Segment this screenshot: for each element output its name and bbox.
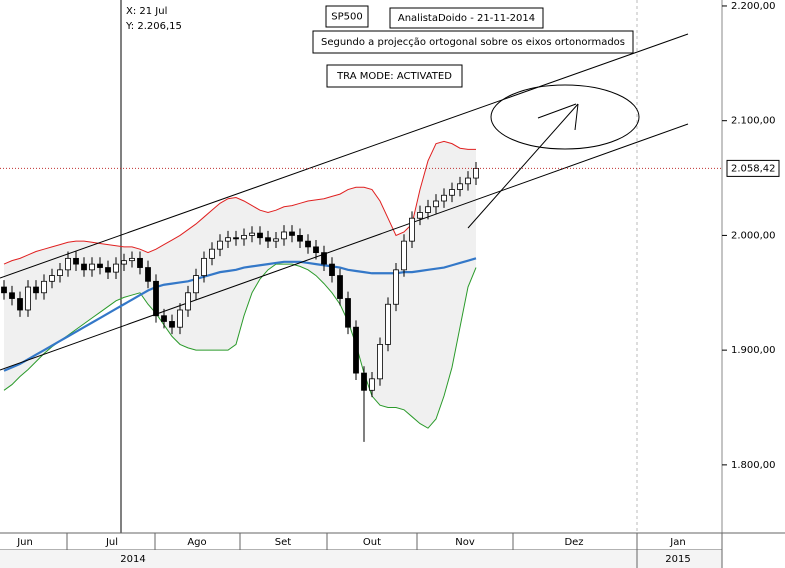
candle-body — [297, 235, 303, 242]
candle-body — [465, 177, 471, 185]
annotation: TRA MODE: ACTIVATED — [336, 71, 452, 82]
candle-body — [281, 231, 287, 240]
candle-body — [121, 260, 127, 265]
y-tick-label: 2.100,00 — [731, 116, 776, 127]
annotation-box — [326, 64, 463, 88]
candle-body — [313, 246, 319, 254]
candle-body — [273, 238, 279, 242]
candle-body — [97, 263, 103, 268]
x-tick-label: Jan — [669, 537, 685, 548]
candle-body — [473, 167, 479, 179]
year-row — [0, 550, 722, 568]
candle-body — [129, 257, 135, 262]
x-tick-label: Nov — [455, 537, 475, 548]
annotation: AnalistaDoido - 21-11-2014 — [398, 13, 535, 24]
candle-body — [361, 372, 367, 391]
candle-body — [257, 232, 263, 239]
band-fill — [4, 141, 476, 429]
candle-body — [457, 183, 463, 190]
candle-body — [193, 275, 199, 294]
candle-body — [65, 257, 71, 271]
candle-body — [25, 286, 31, 311]
candle-body — [177, 309, 183, 328]
candle-body — [81, 263, 87, 271]
candle-body — [345, 298, 351, 328]
y-tick-label: 2.200,00 — [731, 1, 776, 12]
y-tick-label: 2.000,00 — [731, 230, 776, 241]
candle-body — [137, 257, 143, 268]
annotation: SP500 — [331, 12, 362, 23]
x-tick-label: Out — [363, 537, 381, 548]
candle-body — [153, 280, 159, 317]
candle-body — [217, 240, 223, 250]
candle-body — [33, 286, 39, 294]
year-label: 2014 — [120, 554, 145, 565]
candle-body — [441, 194, 447, 202]
candle-body — [409, 217, 415, 242]
candle-body — [41, 280, 47, 294]
candle-body — [49, 275, 55, 282]
candle-body — [185, 292, 191, 311]
crosshair-x: X: 21 Jul — [126, 6, 167, 17]
candle-body — [265, 237, 271, 242]
annotation-box — [389, 7, 544, 29]
candle-body — [145, 267, 151, 282]
candle-body — [393, 269, 399, 305]
candle-body — [89, 263, 95, 271]
candle-body — [369, 378, 375, 391]
candle-body — [377, 344, 383, 380]
candle-body — [241, 235, 247, 240]
candle-body — [105, 267, 111, 273]
candle-body — [433, 200, 439, 208]
x-tick-label: Dez — [564, 537, 583, 548]
candle-body — [169, 321, 175, 328]
candle-body — [57, 269, 63, 276]
last-price-box — [726, 159, 780, 177]
highlight-ellipse — [490, 84, 640, 150]
candle-body — [417, 212, 423, 219]
candle-body — [401, 240, 407, 271]
candle-body — [1, 286, 7, 294]
candle-body — [73, 257, 79, 265]
x-tick-label: Ago — [187, 537, 206, 548]
candle-body — [249, 232, 255, 236]
arrow — [537, 103, 577, 119]
trend-line — [0, 33, 689, 279]
candle-body — [233, 237, 239, 240]
overlay-line — [3, 140, 476, 265]
candle-body — [17, 298, 23, 311]
crosshair-y: Y: 2.206,15 — [125, 21, 182, 32]
candle-body — [329, 263, 335, 276]
candle-body — [225, 237, 231, 242]
y-axis-area — [722, 0, 785, 536]
candle-body — [161, 315, 167, 322]
candle-body — [305, 240, 311, 248]
candle-body — [425, 206, 431, 213]
candle-body — [353, 326, 359, 374]
candle-body — [289, 231, 295, 236]
annotation-box — [325, 5, 369, 28]
y-tick-label: 1.800,00 — [731, 460, 776, 471]
candle-body — [337, 275, 343, 299]
candle-body — [321, 252, 327, 265]
arrow — [467, 103, 579, 229]
y-tick-label: 1.900,00 — [731, 345, 776, 356]
candle-body — [385, 303, 391, 345]
x-tick-label: Set — [275, 537, 292, 548]
annotation-box — [312, 30, 634, 54]
last-price-label: 2.058,42 — [731, 163, 776, 174]
x-tick-label: Jul — [105, 537, 118, 548]
candle-body — [9, 292, 15, 299]
overlay-line — [3, 263, 477, 429]
arrow — [574, 103, 579, 131]
candle-body — [113, 263, 119, 273]
trend-line — [0, 123, 689, 371]
year-label: 2015 — [665, 554, 690, 565]
candle-body — [201, 257, 207, 276]
annotation: Segundo a projecção ortogonal sobre os e… — [321, 37, 625, 48]
candle-body — [449, 189, 455, 196]
x-tick-label: Jun — [16, 537, 33, 548]
candle-body — [209, 248, 215, 259]
